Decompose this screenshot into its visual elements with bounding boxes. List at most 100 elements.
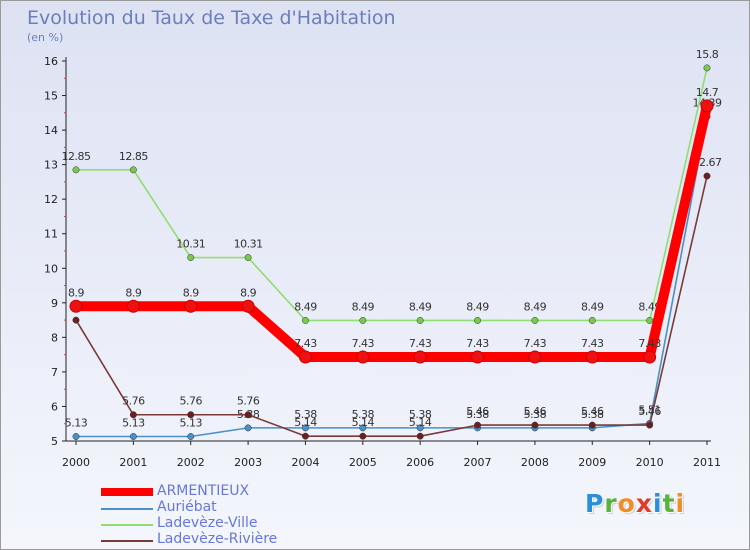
logo-letter: x (635, 489, 653, 518)
x-tick-label: 2010 (636, 456, 664, 469)
legend-swatch (101, 488, 153, 496)
data-point (184, 299, 198, 313)
data-point (531, 421, 539, 429)
data-point (356, 350, 370, 364)
data-label: 10.31 (176, 238, 205, 251)
data-point (643, 350, 657, 364)
data-label: 5.46 (638, 405, 661, 418)
data-label: 5.14 (294, 416, 317, 429)
series-1: 12.85 12.85 10.31 10.31 8.49 8.49 8.49 8.49 8.49… (62, 48, 719, 324)
data-label: 7.43 (466, 337, 489, 350)
data-point (646, 316, 654, 324)
y-tick-label: 15 (44, 90, 58, 103)
x-tick-label: 2007 (464, 456, 492, 469)
data-label: 5.38 (409, 408, 432, 421)
data-point (528, 350, 542, 364)
data-point (244, 254, 252, 262)
legend-label: ARMENTIEUX (157, 483, 250, 499)
series-line (75, 175, 708, 437)
logo-letter: i (653, 489, 663, 518)
logo-letter: P (585, 489, 605, 518)
y-tick-label: 8 (51, 331, 58, 344)
data-label: 8.9 (125, 286, 141, 299)
data-label: 12.85 (62, 150, 91, 163)
data-label: 8.9 (68, 286, 84, 299)
y-tick-label: 12 (44, 193, 58, 206)
data-point (187, 411, 195, 419)
y-tick-label: 11 (44, 228, 58, 241)
legend-swatch (101, 540, 153, 542)
series-2: 5.76 5.76 5.76 5.14 5.14 5.14 5.46 5.46 5.46 5.46… (72, 156, 722, 440)
data-point (474, 316, 481, 324)
data-point (244, 411, 252, 419)
y-tick-label: 5 (51, 435, 58, 448)
x-tick-label: 2011 (693, 456, 721, 469)
data-label: 7.43 (638, 337, 661, 350)
data-point (646, 421, 654, 429)
data-label: 5.38 (466, 408, 489, 421)
data-label: 8.9 (240, 286, 256, 299)
chart-title: Evolution du Taux de Taxe d'Habitation (27, 7, 396, 29)
data-label: 5.46 (466, 405, 489, 418)
legend-swatch (101, 524, 153, 526)
logo-letter: i (675, 489, 686, 518)
chart-unit-label: (en %) (27, 31, 64, 44)
data-label: 7.43 (409, 337, 432, 350)
data-point (359, 316, 367, 324)
data-point (416, 424, 424, 432)
data-label: 5.76 (122, 395, 145, 408)
data-point (72, 316, 80, 324)
data-point (72, 433, 80, 440)
data-point (471, 350, 485, 364)
data-point (531, 316, 539, 324)
y-tick-label: 7 (51, 366, 58, 379)
x-tick-label: 2005 (349, 456, 377, 469)
data-point (126, 299, 140, 313)
legend-label: Ladevèze-Rivière (157, 531, 278, 547)
data-point (359, 432, 367, 440)
data-label: 14.7 (696, 86, 719, 99)
data-point (703, 172, 711, 180)
data-label: 5.14 (352, 416, 375, 429)
data-point (413, 350, 427, 364)
series-line (75, 115, 708, 438)
data-point (474, 421, 481, 429)
series-3: 8.9 8.9 8.9 8.9 7.43 7.43 7.43 7.43 7.43 7.43 7.43… (68, 86, 719, 364)
series-line (71, 100, 712, 363)
x-tick-label: 2004 (291, 456, 319, 469)
data-point (416, 432, 424, 440)
data-label: 8.49 (466, 300, 489, 313)
data-point (302, 424, 309, 432)
data-label: 5.46 (524, 405, 547, 418)
data-label: 12.67 (693, 156, 722, 169)
y-tick-label: 6 (51, 400, 58, 413)
data-label: 7.43 (352, 337, 375, 350)
data-point (588, 316, 596, 324)
data-label: 8.49 (352, 300, 375, 313)
data-point (298, 350, 312, 364)
data-label: 5.13 (65, 417, 88, 430)
data-label: 8.9 (183, 286, 199, 299)
data-label: 8.49 (524, 300, 547, 313)
data-label: 7.43 (524, 337, 547, 350)
data-point (129, 433, 137, 440)
data-label: 5.51 (638, 403, 661, 416)
x-tick-label: 2001 (119, 456, 147, 469)
data-label: 5.38 (352, 408, 375, 421)
data-point (187, 433, 195, 440)
y-tick-label: 10 (44, 262, 58, 275)
data-label: 5.38 (524, 408, 547, 421)
data-point (129, 166, 137, 174)
data-label: 8.49 (294, 300, 317, 313)
legend-swatch (101, 508, 153, 510)
data-point (416, 316, 424, 324)
x-tick-label: 2003 (234, 456, 262, 469)
logo-letter: r (604, 489, 618, 518)
data-point (241, 299, 255, 313)
data-point (187, 254, 195, 262)
data-label: 12.85 (119, 150, 148, 163)
data-label: 8.49 (581, 300, 604, 313)
data-label: 5.38 (581, 408, 604, 421)
proxiti-logo[interactable]: Proxiti (585, 489, 685, 518)
